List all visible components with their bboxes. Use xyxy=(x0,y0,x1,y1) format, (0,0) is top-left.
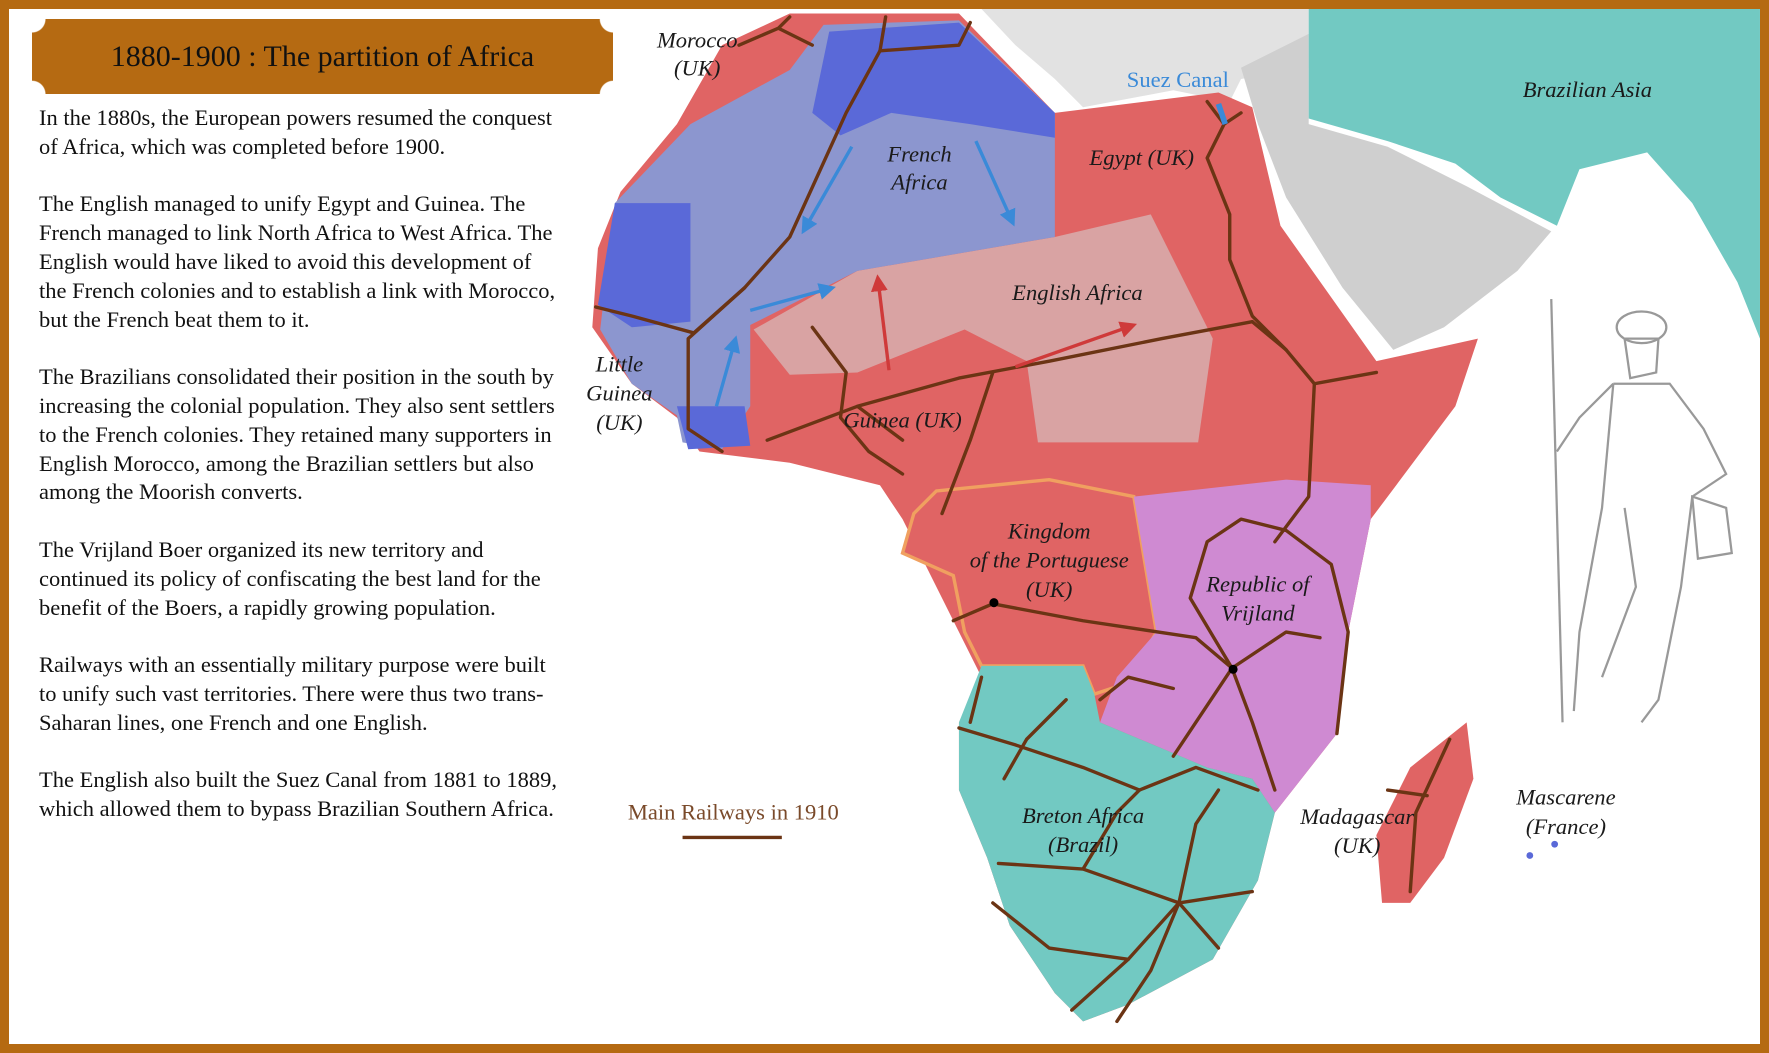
paragraph: The Brazilians consolidated their positi… xyxy=(39,364,555,505)
railway-line xyxy=(957,726,1260,792)
railway-line xyxy=(686,15,888,454)
suez-canal-marker xyxy=(1215,102,1228,126)
description-text: In the 1880s, the European powers resume… xyxy=(39,104,559,853)
label-guinea: Guinea (UK) xyxy=(843,408,961,433)
label-vrijland: Republic of Vrijland xyxy=(1205,571,1312,625)
paragraph: In the 1880s, the European powers resume… xyxy=(39,105,552,159)
city-dot xyxy=(989,598,999,608)
railway-line xyxy=(968,675,1068,781)
breton-africa-region xyxy=(958,665,1275,1022)
europe-land xyxy=(981,9,1309,108)
label-madagascar: Madagascar (UK) xyxy=(1299,804,1414,858)
paragraph: The Vrijland Boer organized its new terr… xyxy=(39,536,541,620)
paragraph: The English also built the Suez Canal fr… xyxy=(39,767,558,822)
label-french-africa: French Africa xyxy=(886,141,951,194)
city-dot xyxy=(1228,664,1238,674)
railway-line xyxy=(991,788,1254,1024)
title-banner: 1880-1900 : The partition of Africa xyxy=(32,19,613,94)
english-expansion-arrow xyxy=(870,274,891,371)
label-suez-canal: Suez Canal xyxy=(1127,67,1229,92)
railway-line xyxy=(810,325,905,476)
legend-railways-label: Main Railways in 1910 xyxy=(628,799,839,824)
english-africa-interior xyxy=(753,214,1213,443)
english-expansion-arrow xyxy=(1014,321,1138,369)
madagascar-region xyxy=(1376,722,1474,903)
label-mascarene: Mascarene (France) xyxy=(1515,785,1615,839)
railway-line xyxy=(1385,737,1452,894)
french-expansion-arrow xyxy=(974,140,1016,227)
label-brazilian-asia: Brazilian Asia xyxy=(1523,77,1652,102)
railway-line xyxy=(878,20,972,53)
expansion-arrows xyxy=(714,140,1138,407)
paragraph: Railways with an essentially military pu… xyxy=(39,652,546,735)
railway-line xyxy=(1188,517,1350,792)
legend: Main Railways in 1910 xyxy=(628,799,839,840)
label-portuguese: Kingdom of the Portuguese (UK) xyxy=(970,518,1129,602)
label-little-guinea: Little Guinea (UK) xyxy=(586,351,652,435)
label-egypt: Egypt (UK) xyxy=(1088,145,1194,170)
french-africa-west xyxy=(597,203,691,328)
page-title: 1880-1900 : The partition of Africa xyxy=(110,39,535,73)
railway-line xyxy=(737,15,814,47)
french-expansion-arrow xyxy=(714,335,741,407)
vrijland-region xyxy=(1099,479,1371,813)
french-expansion-arrow xyxy=(749,283,836,313)
mascarene-island xyxy=(1526,852,1534,859)
railway-line xyxy=(1098,675,1176,702)
soldier-illustration xyxy=(1550,299,1734,723)
label-breton-africa: Breton Africa (Brazil) xyxy=(1022,803,1144,857)
french-africa-south xyxy=(676,406,751,450)
arabia-land xyxy=(1241,33,1552,350)
label-morocco: Morocco (UK) xyxy=(656,27,738,80)
french-africa-region xyxy=(600,20,1055,450)
paragraph: The English managed to unify Egypt and G… xyxy=(39,191,556,332)
railway-line xyxy=(940,370,995,516)
railway-line xyxy=(593,286,747,335)
mascarene-island xyxy=(1551,840,1559,848)
french-africa-north xyxy=(812,22,1055,138)
brazilian-asia-region xyxy=(1308,9,1760,339)
railways xyxy=(593,15,1452,1024)
label-english-africa: English Africa xyxy=(1011,280,1142,305)
railway-line xyxy=(1250,319,1379,386)
french-expansion-arrow xyxy=(801,145,854,235)
